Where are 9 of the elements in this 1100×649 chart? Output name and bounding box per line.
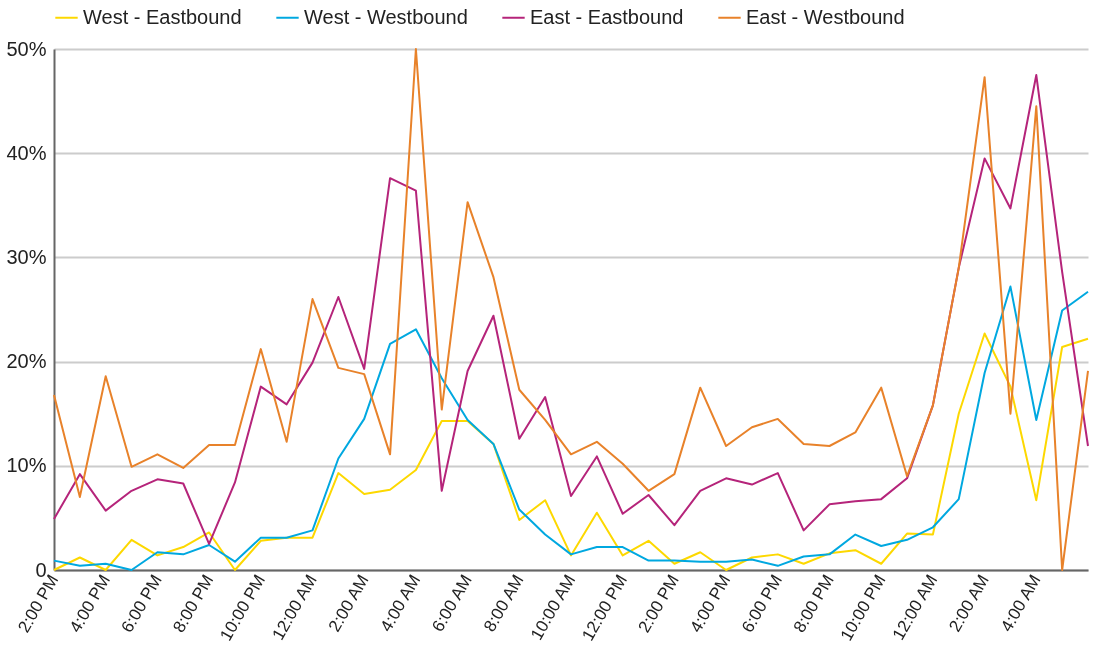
legend-label: West - Westbound	[304, 5, 468, 28]
y-tick-label: 30%	[6, 245, 47, 268]
y-tick-label: 10%	[6, 454, 47, 477]
legend-label: East - Eastbound	[530, 5, 684, 28]
y-tick-label: 20%	[6, 350, 47, 373]
y-tick-label: 50%	[6, 37, 47, 60]
legend-label: West - Eastbound	[83, 5, 242, 28]
y-tick-label: 40%	[6, 141, 47, 164]
legend-label: East - Westbound	[746, 5, 905, 28]
